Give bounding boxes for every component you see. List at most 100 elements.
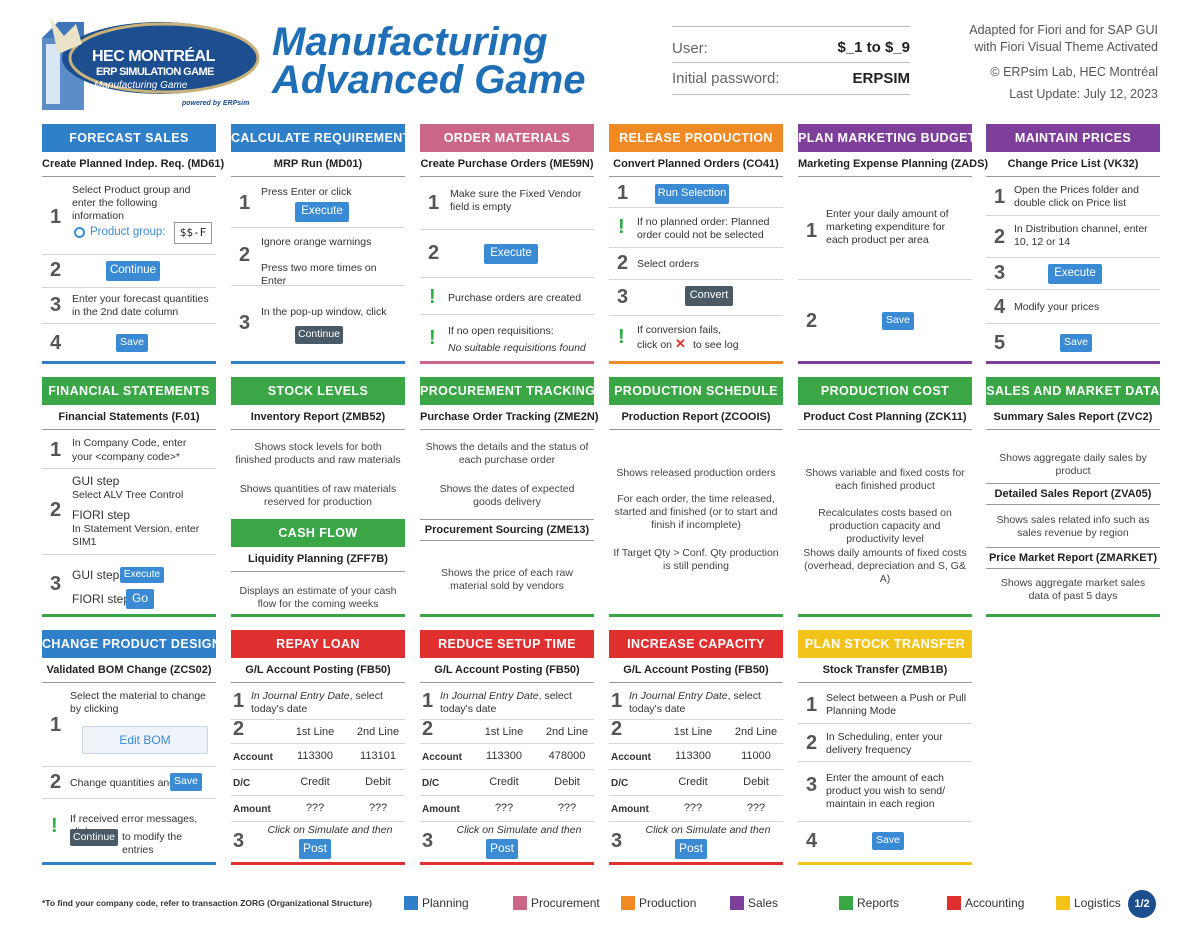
step-3: 3 Convert (609, 280, 783, 316)
transaction-code: Production Report (ZCOOIS) (609, 405, 783, 430)
step-number: 2 (806, 310, 818, 332)
card-title: REPAY LOAN (231, 630, 405, 658)
go-button[interactable]: Go (126, 589, 154, 609)
step-text: your <company code>* (72, 451, 180, 463)
card-title: FORECAST SALES (42, 124, 216, 152)
post-button[interactable]: Post (675, 839, 707, 859)
card-bottom-bar (42, 862, 216, 865)
card-order-materials: ORDER MATERIALS Create Purchase Orders (… (420, 124, 594, 364)
transaction-code: Create Planned Indep. Req. (MD61) (42, 152, 224, 177)
card-title: PROCUREMENT TRACKING (420, 377, 595, 405)
cell: Debit (365, 776, 391, 788)
step-2: 2 Change quantities and Save (42, 767, 216, 799)
save-button[interactable]: Save (872, 832, 904, 850)
logo-line1: HEC MONTRÉAL (92, 48, 215, 65)
cell: 11000 (741, 750, 771, 762)
step-text: Press two more times on Enter (261, 262, 377, 287)
legend-swatch (730, 896, 744, 910)
step-1: 1 Enter your daily amount of marketing e… (798, 178, 972, 280)
save-button[interactable]: Save (116, 334, 148, 352)
card-forecast-sales: FORECAST SALES Create Planned Indep. Req… (42, 124, 224, 364)
card-financial-statements: FINANCIAL STATEMENTS Financial Statement… (42, 377, 216, 617)
step-number: 2 (994, 226, 1006, 248)
step-text: In Company Code, enter (72, 437, 187, 449)
convert-button[interactable]: Convert (685, 286, 733, 306)
column-header: 2nd Line (545, 726, 589, 738)
continue-button[interactable]: Continue (295, 326, 343, 344)
row-label: Account (611, 752, 651, 763)
step-text: In the pop-up window, click (261, 306, 387, 318)
step-1: 1 In Company Code, enter your <company c… (42, 431, 216, 469)
info-text: Purchase orders are created (448, 292, 582, 304)
cell: ??? (683, 802, 703, 814)
card-bottom-bar (42, 614, 216, 617)
last-update: Last Update: July 12, 2023 (1009, 87, 1158, 101)
step-number: 3 (422, 830, 434, 852)
save-button[interactable]: Save (1060, 334, 1092, 352)
cell: Credit (300, 776, 330, 788)
step-number: 1 (994, 186, 1006, 208)
step-2: 2 In Distribution channel, enter 10, 12 … (986, 216, 1160, 258)
save-button[interactable]: Save (882, 312, 914, 330)
radio-icon[interactable] (74, 227, 85, 238)
product-group-field[interactable]: Product group: $$-F (72, 222, 212, 244)
run-selection-button[interactable]: Run Selection (655, 184, 729, 204)
info-1: ! Purchase orders are created (420, 278, 594, 315)
step-number: 2 (50, 771, 62, 793)
step-number: 2 (50, 259, 62, 281)
step-text: Enter your daily amount of marketing exp… (826, 208, 949, 246)
field-label: Product group: (90, 226, 166, 238)
report-description: Displays an estimate of your cash flow f… (239, 585, 397, 610)
continue-button[interactable]: Continue (70, 829, 118, 846)
info-icon: ! (429, 286, 436, 308)
continue-button[interactable]: Continue (106, 261, 160, 281)
legend-label: Accounting (965, 896, 1025, 910)
step-number: 1 (617, 182, 629, 204)
post-button[interactable]: Post (299, 839, 331, 859)
table-row: Account 113300 113101 (231, 744, 405, 770)
step-2: 2 GUI step Select ALV Tree Control FIORI… (42, 469, 216, 555)
post-button[interactable]: Post (486, 839, 518, 859)
card-bottom-bar (986, 361, 1160, 364)
transaction-code: MRP Run (MD01) (231, 152, 405, 177)
step-3: 3 Execute (986, 258, 1160, 290)
step-text: Change quantities and (70, 777, 176, 789)
info-text: If no open requisitions: (448, 325, 554, 337)
card-bottom-bar (609, 862, 783, 865)
gui-step-label: GUI step (72, 568, 120, 582)
step-number: 1 (806, 694, 818, 716)
step-number: 2 (617, 252, 629, 274)
info-icon: ! (618, 326, 625, 348)
report-description: Shows the dates of expected goods delive… (439, 483, 575, 508)
execute-button[interactable]: Execute (1048, 264, 1102, 284)
card-title: FINANCIAL STATEMENTS (42, 377, 216, 405)
card-title: CALCULATE REQUIREMENTS (231, 124, 419, 152)
execute-button[interactable]: Execute (484, 244, 538, 264)
save-button[interactable]: Save (170, 773, 202, 791)
step-2: 2 Select orders (609, 248, 783, 280)
row-label: D/C (611, 778, 629, 789)
step-3: 3 In the pop-up window, click Continue (231, 286, 405, 361)
product-group-input[interactable]: $$-F (174, 222, 212, 244)
step-text: Ignore orange warnings (261, 236, 372, 248)
step-1: 1 Select between a Push or Pull Planning… (798, 684, 972, 724)
step-3: 3 Enter the amount of each product you w… (798, 762, 972, 822)
execute-button[interactable]: Execute (120, 567, 164, 583)
legend-label: Procurement (531, 896, 600, 910)
card-title: RELEASE PRODUCTION (609, 124, 783, 152)
step-text: Make sure the Fixed Vendor field is empt… (450, 188, 582, 213)
card-bottom-bar (420, 614, 594, 617)
row-label: Amount (233, 804, 271, 815)
execute-button[interactable]: Execute (295, 202, 349, 222)
report-description: Shows aggregate market sales data of pas… (1000, 577, 1146, 602)
page-title-line2: Advanced Game (272, 58, 586, 102)
step-text: Select ALV Tree Control (72, 489, 184, 501)
step-1: 1 Run Selection (609, 178, 783, 208)
step-number: 4 (994, 296, 1006, 318)
row-label: D/C (233, 778, 251, 789)
error-log-icon[interactable]: ✕ (675, 336, 686, 351)
card-bottom-bar (231, 614, 405, 617)
transaction-code: Purchase Order Tracking (ZME2N) (420, 405, 599, 430)
step-number: 1 (50, 714, 62, 736)
edit-bom-button[interactable]: Edit BOM (82, 726, 208, 754)
